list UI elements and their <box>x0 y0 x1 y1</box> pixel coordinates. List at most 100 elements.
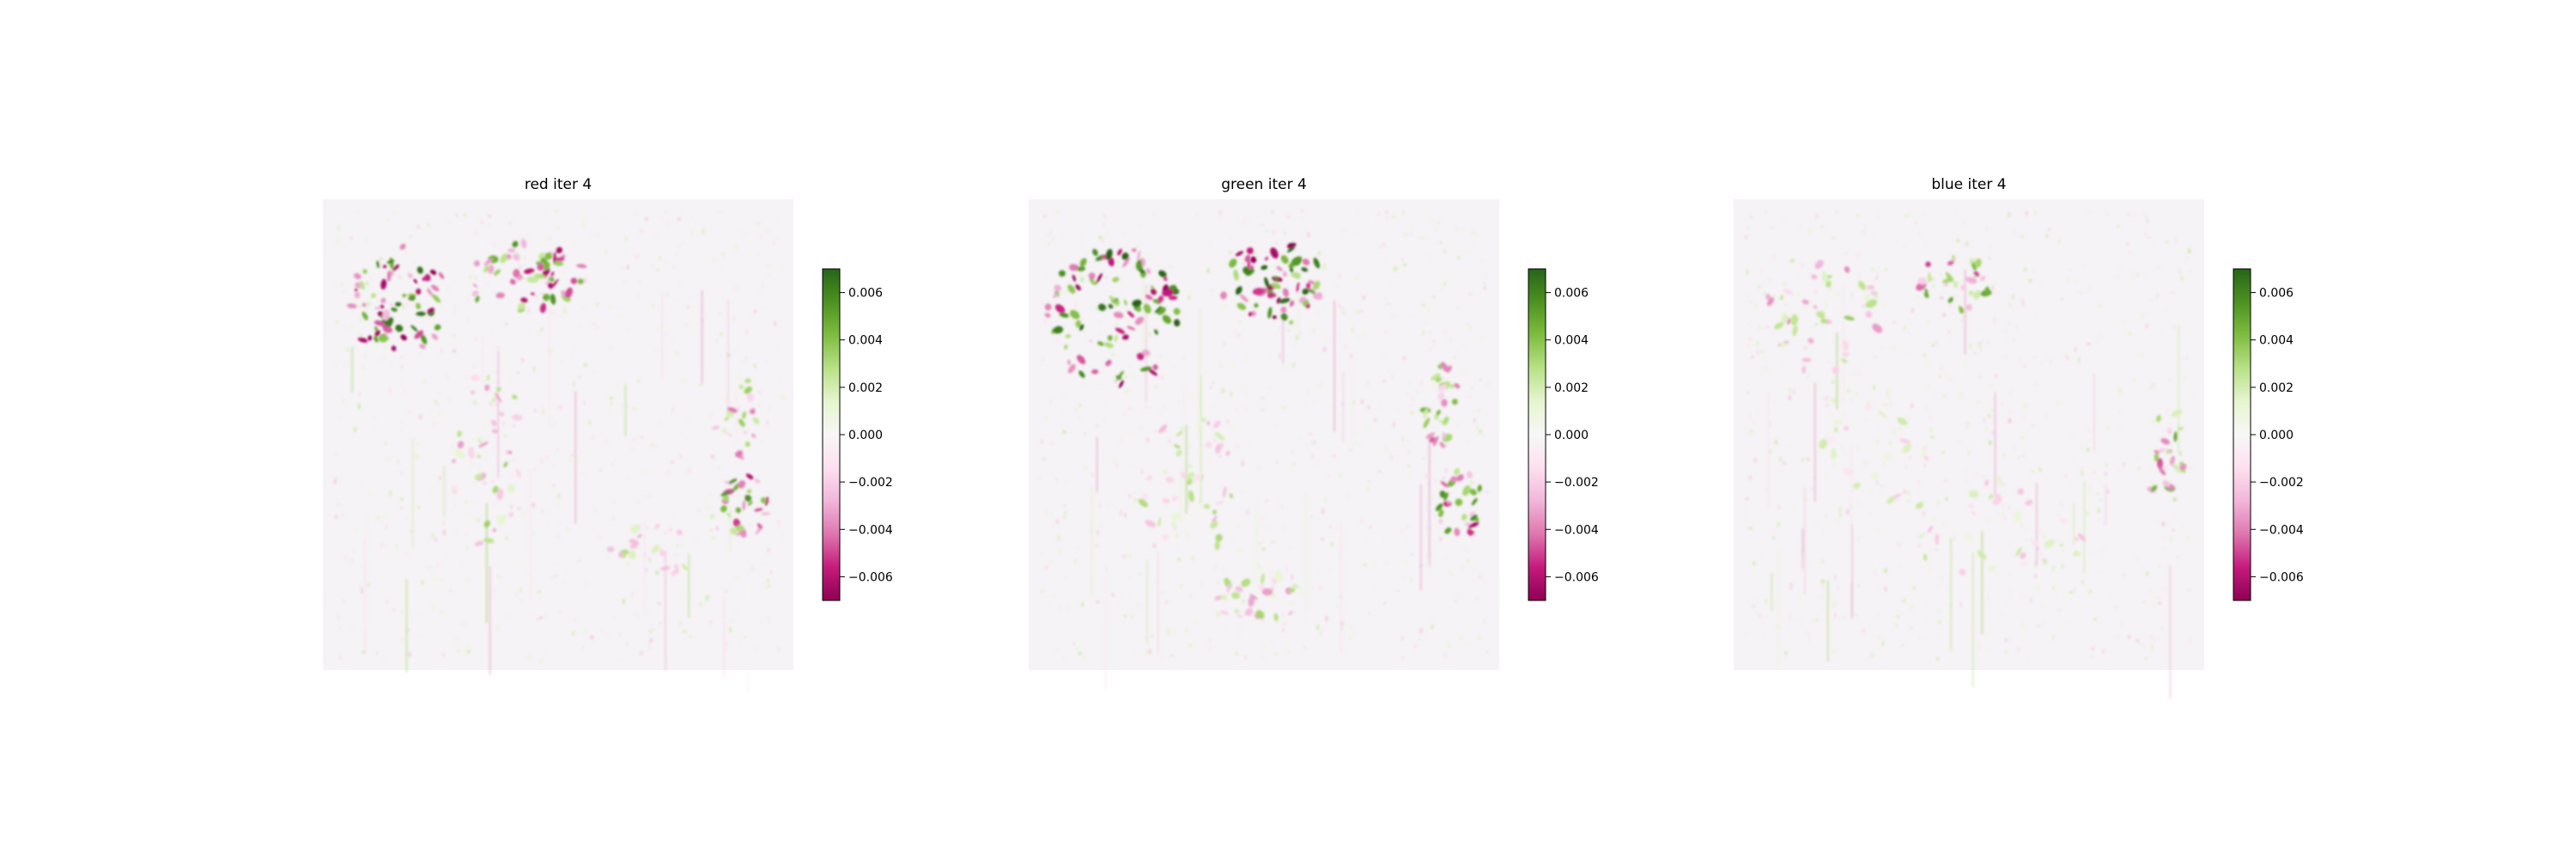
heatmap-blob <box>1091 369 1099 375</box>
heatmap-speckle <box>1470 502 1473 504</box>
heatmap-speckle <box>562 582 565 584</box>
heatmap-blob <box>570 277 578 284</box>
heatmap-speckle <box>683 555 686 560</box>
heatmap-speckle <box>1133 643 1136 645</box>
heatmap-speckle <box>1765 326 1770 329</box>
heatmap-speckle <box>1755 599 1758 604</box>
heatmap-speckle <box>1905 319 1909 321</box>
heatmap-speckle <box>1851 292 1853 297</box>
heatmap-streak <box>665 551 666 672</box>
heatmap-speckle <box>1834 575 1836 581</box>
heatmap-blob <box>1215 443 1222 454</box>
heatmap-speckle <box>1929 530 1932 533</box>
heatmap-speckle <box>1222 534 1224 539</box>
heatmap-blob <box>1462 485 1471 497</box>
heatmap-speckle <box>1923 645 1927 650</box>
heatmap-speckle <box>1135 608 1137 610</box>
heatmap-speckle <box>1337 334 1339 337</box>
heatmap-speckle <box>1161 592 1163 594</box>
heatmap-speckle <box>1884 550 1886 551</box>
heatmap-speckle <box>1105 567 1108 570</box>
heatmap-speckle <box>651 624 653 625</box>
heatmap-speckle <box>1856 370 1861 375</box>
heatmap-speckle <box>1302 216 1304 218</box>
heatmap-speckle <box>1984 427 1988 430</box>
heatmap-speckle <box>1305 295 1307 300</box>
heatmap-speckle <box>475 276 477 280</box>
heatmap-blob <box>681 564 689 571</box>
heatmap-speckle <box>1119 509 1122 515</box>
heatmap-speckle <box>1341 308 1345 309</box>
heatmap-speckle <box>1167 629 1170 635</box>
heatmap-blob <box>1235 586 1243 593</box>
heatmap-speckle <box>766 210 769 215</box>
heatmap-speckle <box>598 442 600 444</box>
heatmap-speckle <box>1853 525 1856 529</box>
heatmap-speckle <box>465 296 467 300</box>
heatmap-speckle <box>2063 523 2064 527</box>
heatmap-speckle <box>1913 527 1917 528</box>
heatmap-speckle <box>679 454 682 459</box>
heatmap-speckle <box>735 287 738 291</box>
heatmap-speckle <box>1875 275 1879 280</box>
heatmap-speckle <box>2014 230 2016 235</box>
heatmap-speckle <box>1908 594 1911 600</box>
heatmap-blob <box>1127 311 1134 318</box>
heatmap-speckle <box>1139 573 1141 576</box>
heatmap-speckle <box>1993 318 1996 323</box>
heatmap-speckle <box>338 417 341 419</box>
heatmap-speckle <box>447 222 450 225</box>
heatmap-speckle <box>767 617 770 623</box>
heatmap-blob <box>632 540 638 547</box>
heatmap-speckle <box>725 648 728 650</box>
heatmap-speckle <box>2188 639 2191 643</box>
heatmap-speckle <box>1808 228 1811 234</box>
heatmap-speckle <box>735 576 738 579</box>
heatmap-speckle <box>353 415 356 420</box>
heatmap-speckle <box>1254 602 1256 604</box>
heatmap-blob <box>1432 436 1439 447</box>
heatmap-speckle <box>367 555 370 560</box>
heatmap-speckle <box>1425 473 1428 478</box>
heatmap-speckle <box>1825 563 1827 565</box>
heatmap-speckle <box>1844 252 1847 255</box>
heatmap-blob <box>553 260 564 266</box>
heatmap-speckle <box>2004 355 2006 360</box>
heatmap-blob <box>754 478 761 484</box>
heatmap-speckle <box>1236 407 1238 412</box>
heatmap-blob <box>474 473 483 480</box>
heatmap-speckle <box>1410 234 1413 235</box>
heatmap-speckle <box>1878 427 1880 430</box>
heatmap-speckle <box>1398 315 1400 319</box>
heatmap-blob <box>1423 417 1431 429</box>
heatmap-blob <box>1813 305 1818 309</box>
heatmap-speckle <box>1273 382 1276 386</box>
heatmap-blob <box>1264 277 1270 289</box>
heatmap-speckle <box>1850 399 1853 401</box>
heatmap-speckle <box>1923 464 1926 467</box>
heatmap-speckle <box>1059 606 1061 608</box>
heatmap-speckle <box>590 635 594 640</box>
heatmap-blob <box>721 428 727 434</box>
heatmap-speckle <box>1429 332 1431 334</box>
heatmap-speckle <box>548 510 551 514</box>
heatmap-speckle <box>1122 554 1126 558</box>
heatmap-speckle <box>540 405 544 409</box>
heatmap-speckle <box>586 652 589 657</box>
heatmap-speckle <box>1321 332 1325 336</box>
heatmap-blob <box>419 344 426 350</box>
colorbar-tick-label: 0.002 <box>1554 381 1589 395</box>
heatmap-speckle <box>1782 216 1785 222</box>
heatmap-speckle <box>1115 590 1117 595</box>
heatmap-speckle <box>1321 538 1324 540</box>
heatmap-speckle <box>467 344 471 347</box>
heatmap-speckle <box>1820 215 1822 220</box>
heatmap-speckle <box>714 365 717 368</box>
heatmap-speckle <box>1093 396 1096 401</box>
heatmap-speckle <box>2003 454 2006 457</box>
heatmap-blob <box>1235 251 1243 257</box>
heatmap-speckle <box>385 525 388 529</box>
heatmap-speckle <box>2060 631 2062 637</box>
heatmap-speckle <box>640 228 643 235</box>
heatmap-speckle <box>1432 295 1436 299</box>
